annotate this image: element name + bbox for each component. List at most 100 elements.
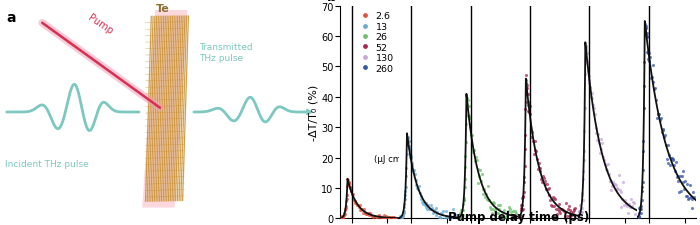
- Point: [464, 117, 475, 120]
- Point: [461, 123, 472, 126]
- Point: [619, 199, 630, 202]
- Point: [672, 175, 683, 178]
- Point: [400, 189, 411, 192]
- Point: [552, 212, 563, 216]
- Point: [576, 210, 587, 214]
- Point: [442, 216, 454, 220]
- Point: [680, 194, 692, 198]
- Point: [579, 129, 590, 133]
- Point: [405, 156, 416, 160]
- Point: [461, 97, 472, 100]
- Point: [342, 178, 354, 182]
- Point: [565, 209, 576, 212]
- Point: [400, 167, 412, 170]
- Point: [575, 209, 586, 213]
- Point: [666, 156, 678, 160]
- Point: [517, 208, 528, 211]
- Point: [641, 36, 652, 39]
- Point: [462, 99, 473, 103]
- Point: [403, 140, 414, 143]
- Polygon shape: [142, 11, 188, 208]
- Point: [514, 216, 525, 220]
- Point: [379, 213, 390, 216]
- Point: [645, 56, 656, 59]
- Point: [459, 186, 470, 189]
- Point: [397, 213, 408, 216]
- Point: [400, 193, 411, 196]
- Point: [420, 202, 431, 205]
- Point: [633, 206, 644, 209]
- Point: [360, 212, 372, 216]
- Point: [338, 213, 349, 217]
- Legend: 2.6, 13, 26, 52, 130, 260: 2.6, 13, 26, 52, 130, 260: [355, 11, 395, 74]
- Point: [340, 205, 351, 208]
- Point: [473, 181, 484, 184]
- Point: [472, 168, 483, 171]
- Point: [501, 214, 512, 218]
- Point: [336, 214, 347, 218]
- Point: [480, 193, 491, 196]
- Point: [556, 207, 567, 211]
- Point: [502, 213, 513, 217]
- Point: [440, 209, 451, 213]
- Point: [377, 216, 388, 220]
- Point: [582, 52, 593, 56]
- Point: [347, 192, 358, 196]
- Point: [682, 183, 693, 187]
- Point: [581, 48, 592, 51]
- Point: [416, 194, 427, 198]
- Point: [336, 216, 347, 219]
- Point: [659, 134, 671, 137]
- Point: [640, 25, 652, 29]
- Point: [606, 188, 617, 192]
- Point: [337, 216, 349, 220]
- Point: [459, 177, 470, 181]
- Point: [386, 218, 397, 222]
- Point: [478, 187, 489, 191]
- Text: b: b: [327, 0, 337, 4]
- Point: [368, 214, 379, 218]
- Point: [468, 151, 479, 154]
- Point: [437, 212, 448, 215]
- Point: [421, 207, 433, 211]
- Point: [523, 101, 534, 105]
- Point: [634, 207, 645, 211]
- Point: [650, 87, 661, 91]
- Point: [538, 176, 550, 180]
- Point: [455, 217, 466, 221]
- Point: [344, 182, 355, 185]
- Point: [395, 214, 407, 217]
- Point: [562, 207, 573, 211]
- Point: [633, 218, 644, 222]
- Point: [454, 212, 466, 215]
- Point: [536, 180, 547, 184]
- Point: [636, 189, 648, 193]
- Point: [458, 198, 470, 202]
- Point: [580, 47, 591, 50]
- Point: [582, 59, 593, 63]
- Point: [342, 184, 353, 188]
- Point: [404, 147, 415, 150]
- Point: [430, 207, 441, 210]
- Point: [594, 141, 605, 145]
- Point: [402, 136, 414, 140]
- Point: [441, 215, 452, 219]
- Point: [357, 211, 368, 214]
- Point: [636, 198, 648, 201]
- Point: [366, 215, 377, 218]
- Point: [686, 198, 697, 201]
- Point: [445, 218, 456, 222]
- Point: [651, 117, 662, 120]
- Point: [451, 213, 462, 217]
- Point: [612, 186, 623, 189]
- Point: [493, 211, 504, 214]
- Point: [359, 212, 370, 215]
- Point: [659, 136, 670, 140]
- Point: [443, 216, 454, 219]
- Point: [580, 45, 592, 48]
- Point: [639, 30, 650, 34]
- Point: [485, 208, 496, 211]
- Point: [673, 190, 685, 194]
- Point: [417, 202, 428, 206]
- Point: [573, 210, 584, 214]
